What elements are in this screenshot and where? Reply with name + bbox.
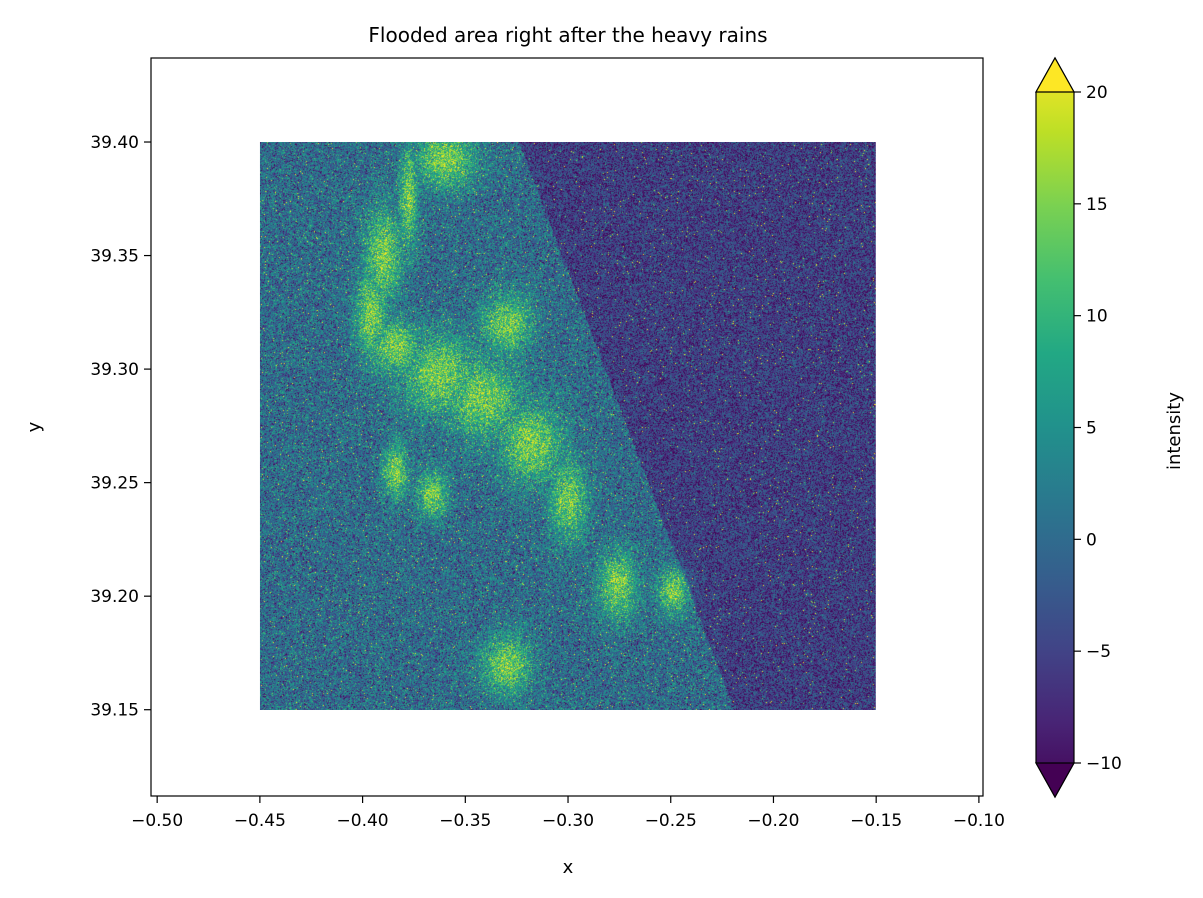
- x-tick-label: −0.40: [337, 811, 389, 831]
- plot-frame: [150, 57, 984, 797]
- y-axis: 39.15 39.20 39.25 39.30 39.35 39.40: [90, 133, 151, 721]
- heatmap-image: [259, 142, 876, 711]
- x-tick-label: −0.25: [645, 811, 697, 831]
- x-tick-label: −0.15: [850, 811, 902, 831]
- colorbar-tick-label: −10: [1086, 754, 1122, 774]
- y-tick-label: 39.30: [90, 360, 139, 380]
- colorbar-tick-label: −5: [1086, 642, 1111, 662]
- x-axis-label: x: [563, 857, 574, 878]
- colorbar-body: [1035, 56, 1075, 799]
- colorbar-tick-label: 0: [1086, 530, 1097, 550]
- y-tick-label: 39.40: [90, 133, 139, 153]
- colorbar-tick-label: 10: [1086, 307, 1108, 327]
- heatmap-layer: [259, 142, 876, 711]
- colorbar: −10 −5 0 5 10 15 20 intensity: [1034, 56, 1185, 799]
- y-tick-label: 39.35: [90, 247, 139, 267]
- chart-title: Flooded area right after the heavy rains: [368, 23, 767, 47]
- colorbar-extend-min: [1034, 762, 1076, 799]
- x-tick-label: −0.20: [747, 811, 799, 831]
- colorbar-extend-max: [1034, 56, 1076, 93]
- x-tick-label: −0.30: [542, 811, 594, 831]
- x-tick-label: −0.50: [131, 811, 183, 831]
- colorbar-tick-label: 5: [1086, 419, 1097, 439]
- y-tick-label: 39.20: [90, 587, 139, 607]
- colorbar-tick-label: 15: [1086, 195, 1108, 215]
- x-axis: −0.50 −0.45 −0.40 −0.35 −0.30 −0.25 −0.20 −0.15…: [131, 796, 1005, 831]
- y-tick-label: 39.15: [90, 701, 139, 721]
- colorbar-label: intensity: [1164, 392, 1185, 470]
- y-tick-label: 39.25: [90, 474, 139, 494]
- y-axis-label: y: [24, 421, 45, 432]
- x-tick-label: −0.35: [439, 811, 491, 831]
- colorbar-ticks: −10 −5 0 5 10 15 20: [1074, 83, 1122, 774]
- x-tick-label: −0.10: [953, 811, 1005, 831]
- x-tick-label: −0.45: [234, 811, 286, 831]
- colorbar-tick-label: 20: [1086, 83, 1108, 103]
